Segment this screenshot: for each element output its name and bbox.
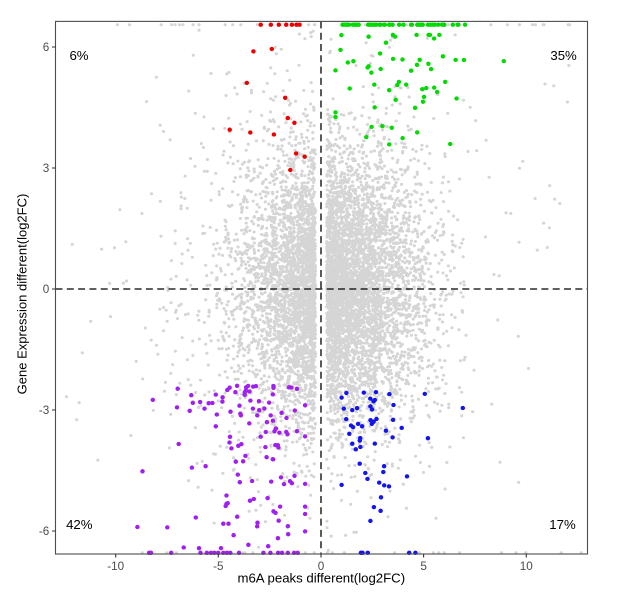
svg-text:-3: -3 — [39, 404, 49, 417]
svg-text:0: 0 — [318, 560, 325, 573]
svg-text:3: 3 — [43, 162, 50, 175]
svg-text:m6A peaks different(log2FC): m6A peaks different(log2FC) — [237, 571, 405, 586]
svg-text:Gene Expression different(log2: Gene Expression different(log2FC) — [15, 194, 30, 395]
svg-text:-10: -10 — [107, 560, 124, 573]
svg-text:5: 5 — [420, 560, 427, 573]
svg-text:6%: 6% — [69, 48, 88, 63]
svg-text:-6: -6 — [39, 525, 49, 538]
svg-text:6: 6 — [43, 41, 50, 54]
svg-text:0: 0 — [43, 283, 50, 296]
svg-text:-5: -5 — [213, 560, 224, 573]
svg-text:17%: 17% — [549, 517, 576, 532]
svg-text:42%: 42% — [66, 517, 93, 532]
svg-text:35%: 35% — [550, 48, 577, 63]
svg-text:10: 10 — [520, 560, 534, 573]
